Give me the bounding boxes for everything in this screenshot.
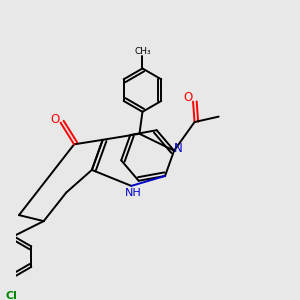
Text: NH: NH xyxy=(124,188,141,197)
Text: Cl: Cl xyxy=(5,291,17,300)
Text: O: O xyxy=(50,113,60,126)
Text: N: N xyxy=(174,142,183,155)
Text: CH₃: CH₃ xyxy=(134,47,151,56)
Text: O: O xyxy=(184,92,193,104)
